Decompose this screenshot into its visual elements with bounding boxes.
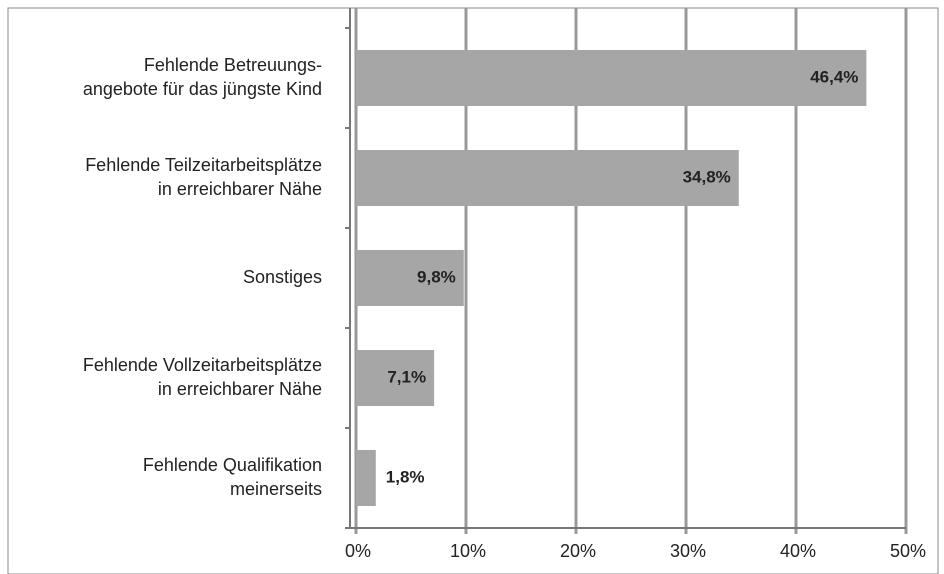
value-label: 1,8% <box>386 467 425 486</box>
y-tick-label: in erreichbarer Nähe <box>158 379 322 399</box>
x-tick-label: 50% <box>890 541 926 561</box>
bar <box>356 450 376 506</box>
frame <box>7 7 939 574</box>
y-tick-label: in erreichbarer Nähe <box>158 179 322 199</box>
value-label: 9,8% <box>417 267 456 286</box>
y-tick-label: Fehlende Teilzeitarbeitsplätze <box>85 155 322 175</box>
x-tick-label: 40% <box>780 541 816 561</box>
bar <box>356 50 867 106</box>
bar <box>356 250 464 306</box>
bar <box>356 350 435 406</box>
y-tick-label: Fehlende Qualifikation <box>143 455 322 475</box>
y-tick-label: meinerseits <box>230 479 322 499</box>
y-tick-label: Fehlende Vollzeitarbeitsplätze <box>83 355 322 375</box>
x-tick-label: 10% <box>450 541 486 561</box>
x-tick-label: 30% <box>670 541 706 561</box>
x-tick-label: 20% <box>560 541 596 561</box>
x-tick-label: 0% <box>345 541 371 561</box>
value-label: 7,1% <box>387 367 426 386</box>
value-label: 34,8% <box>683 167 731 186</box>
y-tick-label: Sonstiges <box>243 267 322 287</box>
y-tick-label: angebote für das jüngste Kind <box>83 79 322 99</box>
y-tick-label: Fehlende Betreuungs- <box>144 55 322 75</box>
bar <box>356 150 739 206</box>
value-label: 46,4% <box>810 67 858 86</box>
